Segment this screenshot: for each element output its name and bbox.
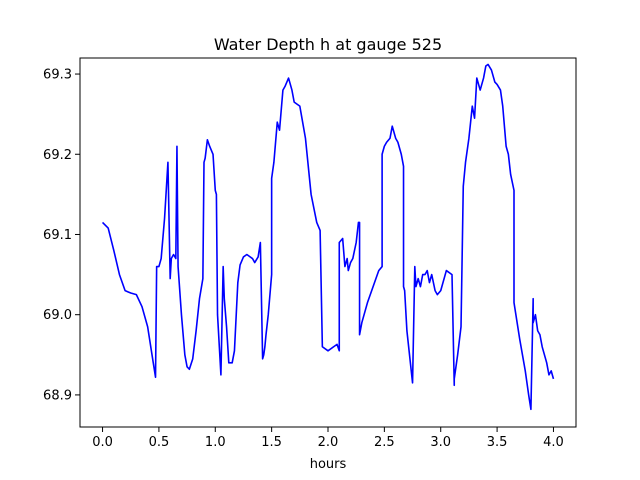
y-tick-label: 68.9 [43, 388, 72, 403]
x-tick-label: 2.5 [374, 435, 395, 450]
y-tick-label: 69.3 [43, 68, 72, 83]
x-axis-label: hours [310, 457, 347, 472]
series-line-0 [101, 63, 555, 411]
x-tick-label: 3.5 [487, 435, 508, 450]
plot-frame [79, 57, 577, 428]
x-tick-label: 4.0 [543, 435, 564, 450]
axis-ticks: 0.0 0.5 1.0 1.5 2.0 2.5 3.0 3.5 4.0 68.9 69.0 69.1 6… [43, 68, 564, 450]
x-tick-label: 1.0 [205, 435, 226, 450]
x-tick-label: 0.0 [92, 435, 113, 450]
y-tick-label: 69.1 [43, 228, 72, 243]
y-tick-label: 69.2 [43, 148, 72, 163]
chart-title: Water Depth h at gauge 525 [214, 35, 442, 54]
y-tick-label: 69.0 [43, 308, 72, 323]
x-tick-label: 2.0 [318, 435, 339, 450]
x-tick-label: 1.5 [261, 435, 282, 450]
plot-area [101, 63, 555, 411]
x-tick-label: 3.0 [430, 435, 451, 450]
x-tick-label: 0.5 [149, 435, 170, 450]
